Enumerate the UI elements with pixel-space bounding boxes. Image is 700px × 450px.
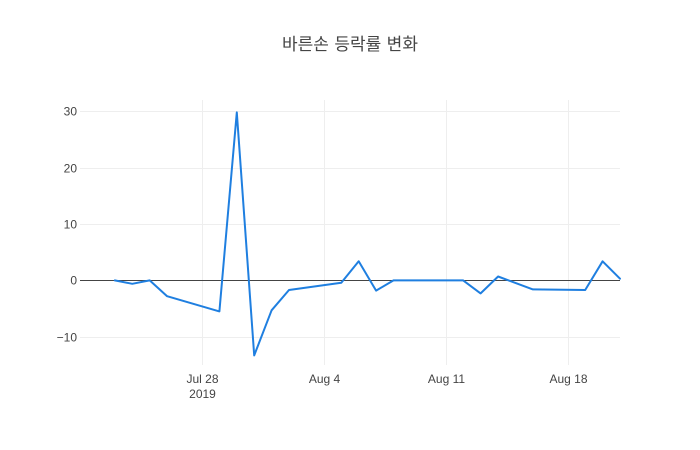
x-tick-year-label: 2019 — [189, 387, 216, 401]
series-line — [113, 111, 621, 357]
chart-title: 바른손 등락률 변화 — [282, 35, 418, 55]
y-tick-label: 10 — [64, 218, 78, 232]
y-tick-label: 30 — [64, 105, 78, 119]
y-tick-label: 0 — [70, 274, 77, 288]
grid — [80, 100, 620, 365]
y-tick-label: −10 — [57, 331, 78, 345]
series — [113, 111, 621, 357]
y-tick-label: 20 — [64, 162, 78, 176]
x-tick-label: Aug 18 — [549, 372, 587, 386]
x-tick-label: Aug 11 — [428, 372, 465, 386]
x-tick-label: Aug 4 — [309, 372, 341, 386]
x-tick-label: Jul 28 — [186, 372, 218, 386]
